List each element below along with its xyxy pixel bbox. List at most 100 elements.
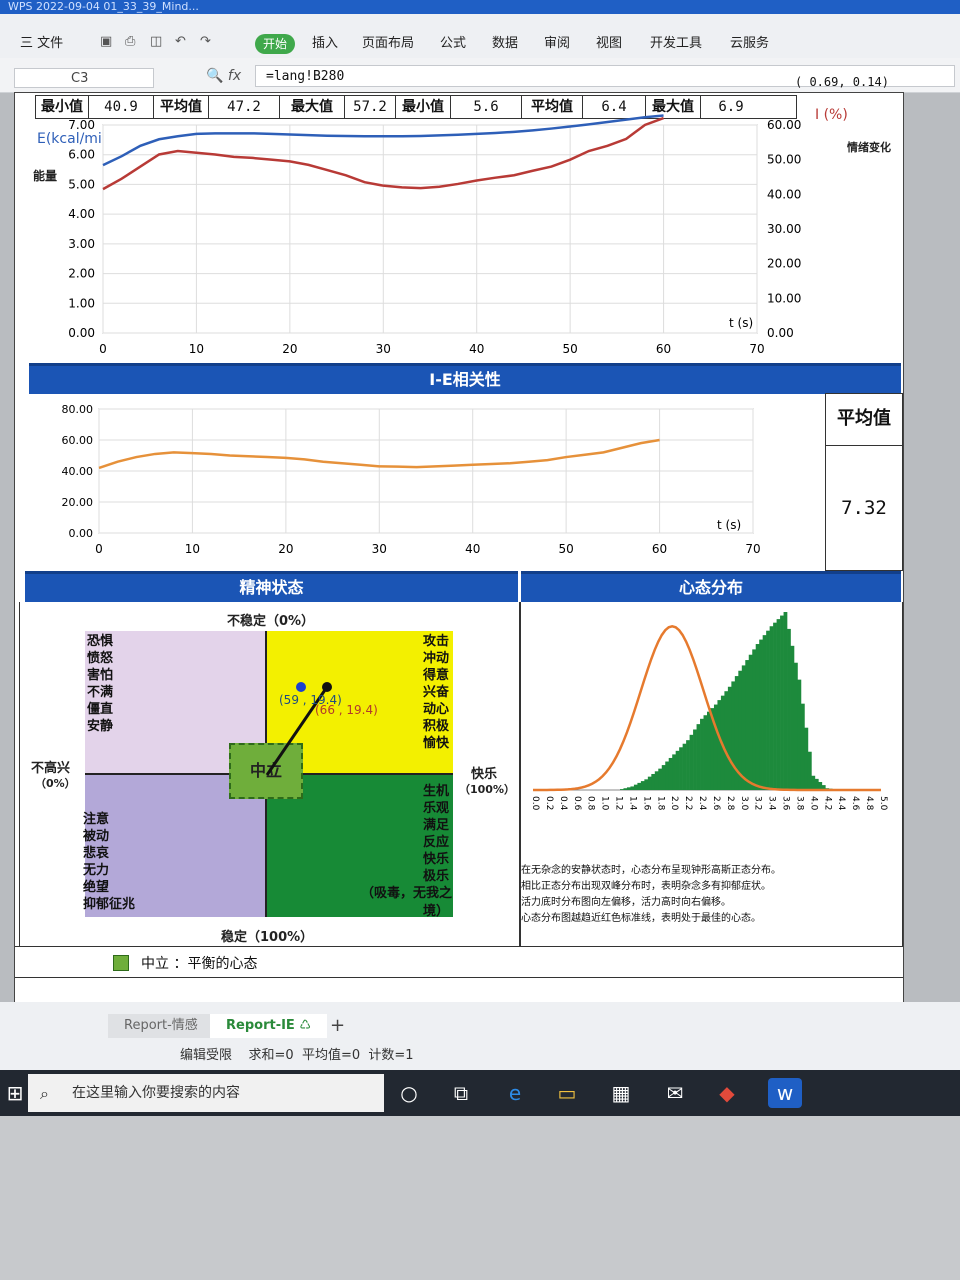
app-icon[interactable]: ◆ — [719, 1081, 735, 1105]
histogram-bar — [623, 788, 628, 790]
x-tick: 1.8 — [655, 796, 665, 811]
histogram-bar — [633, 784, 638, 790]
distribution-notes: 在无杂念的安静状态时，心态分布呈现钟形高斯正态分布。 相比正态分布出现双峰分布时… — [521, 863, 781, 927]
y-tick-left: 5.00 — [68, 177, 95, 191]
start-tab[interactable]: 开始 — [255, 34, 295, 54]
stat-value[interactable]: 40.9 — [89, 96, 154, 118]
desk-background — [0, 1116, 960, 1280]
formula-input[interactable]: =lang!B280 — [255, 65, 955, 87]
menu-insert[interactable]: 插入 — [312, 36, 339, 51]
menu-data[interactable]: 数据 — [492, 36, 519, 51]
histogram-bar — [693, 729, 697, 790]
windows-start-icon[interactable]: ⊞ — [6, 1081, 24, 1105]
histogram-bar — [658, 768, 663, 790]
preview-icon[interactable]: ◫ — [150, 34, 163, 49]
menu-cloud[interactable]: 云服务 — [730, 36, 770, 51]
name-box[interactable]: C3 — [14, 68, 154, 88]
emotion-word: 安静 — [87, 719, 114, 734]
x-tick: 1.6 — [641, 796, 651, 811]
mail-icon[interactable]: ✉ — [666, 1081, 684, 1105]
histogram-bar — [804, 727, 809, 790]
histogram-bar — [703, 715, 708, 790]
y-tick-right: 30.00 — [767, 222, 801, 236]
menu-developer[interactable]: 开发工具 — [650, 36, 703, 51]
emotion-word: 冲动 — [423, 651, 450, 666]
x-tick: 1.0 — [600, 796, 610, 811]
histogram-bar — [748, 654, 753, 790]
emotion-word: 不满 — [87, 685, 114, 700]
emotion-word: 得意 — [423, 668, 450, 683]
stat-value[interactable]: 5.6 — [451, 96, 522, 118]
tab-report-ie[interactable]: Report-IE ♺ — [210, 1014, 327, 1038]
stat-label: 最大值 — [646, 96, 701, 118]
menu-page-layout[interactable]: 页面布局 — [362, 36, 415, 51]
x-tick: 2.4 — [697, 796, 707, 811]
histogram-bar — [766, 630, 770, 790]
tab-report-emotion[interactable]: Report-情感 — [108, 1014, 214, 1038]
cortana-icon[interactable]: ○ — [400, 1081, 418, 1105]
emotion-word: 抑郁征兆 — [83, 897, 136, 912]
folder-icon[interactable]: ▭ — [557, 1081, 577, 1105]
add-sheet-button[interactable]: + — [330, 1015, 346, 1036]
menu-view[interactable]: 视图 — [596, 36, 623, 51]
y-tick: 20.00 — [62, 496, 94, 509]
edge-icon[interactable]: e — [508, 1081, 522, 1105]
y-tick: 60.00 — [62, 434, 94, 447]
stat-value[interactable]: 6.4 — [583, 96, 646, 118]
menu-formula[interactable]: 公式 — [440, 36, 467, 51]
y-tick: 0.00 — [69, 527, 94, 540]
ie-correlation-chart: 80.00 60.00 40.00 20.00 0.000 10 20 30 40 50 60 70 t… — [62, 403, 761, 556]
ie-section-header: I-E相关性 — [29, 363, 901, 394]
redo-icon[interactable]: ↷ — [200, 34, 211, 49]
undo-icon[interactable]: ↶ — [175, 34, 186, 49]
emotion-word: 愤怒 — [87, 651, 114, 666]
stat-value[interactable]: 47.2 — [209, 96, 280, 118]
stat-value[interactable]: 57.2 — [345, 96, 396, 118]
x-tick: 1.2 — [614, 796, 624, 810]
emotion-word: 注意 — [83, 812, 110, 827]
histogram-bar — [637, 782, 642, 790]
file-menu[interactable]: 三 文件 — [20, 36, 64, 51]
histogram-bar — [814, 778, 819, 790]
stat-label: 平均值 — [154, 96, 209, 118]
left-axis-sub: 能量 — [33, 169, 58, 183]
histogram-bar — [745, 660, 750, 790]
quadrant-bl-text: 注意 被动 悲哀 无力 绝望 抑郁征兆 — [83, 811, 135, 913]
x-tick: 1.4 — [627, 796, 637, 811]
stat-label: 最小值 — [396, 96, 451, 118]
x-tick: 4.2 — [822, 796, 832, 810]
x-tick: 0.8 — [586, 796, 596, 811]
x-tick: 70 — [749, 342, 764, 356]
state-vector-overlay — [265, 682, 332, 776]
stat-value[interactable]: 6.9 — [718, 99, 744, 115]
print-icon[interactable]: ⎙ — [125, 34, 136, 49]
emotion-word: 绝望 — [83, 880, 110, 895]
x-tick: 3.0 — [739, 796, 749, 811]
histogram-bar — [679, 747, 683, 790]
store-icon[interactable]: ▦ — [611, 1081, 631, 1105]
emotion-word: 悲哀 — [83, 846, 110, 861]
axis-right-pct: （100%） — [459, 783, 515, 796]
avg-label: 平均值 — [837, 408, 891, 429]
menu-review[interactable]: 审阅 — [544, 36, 571, 51]
coord-readout: ( 0.69, 0.14) — [795, 75, 889, 89]
state-vector-line — [265, 686, 329, 776]
wps-taskbar-icon[interactable]: w — [768, 1078, 802, 1108]
histogram-bar — [640, 781, 645, 790]
save-icon[interactable]: ▣ — [100, 34, 113, 49]
fx-icon[interactable]: 🔍 fx — [206, 68, 242, 84]
histogram-bar — [755, 644, 760, 790]
emotion-word: 恐惧 — [87, 634, 114, 649]
fx-label: fx — [227, 68, 242, 84]
series-line — [102, 114, 664, 167]
reference-curve — [532, 624, 881, 792]
y-tick-left: 2.00 — [68, 267, 95, 281]
series-line — [102, 116, 665, 191]
report-sheet: ( 0.69, 0.14) 最小值 40.9 平均值 47.2 最大值 57.2… — [14, 75, 904, 1004]
x-tick: 2.6 — [711, 796, 721, 811]
taskbar-search[interactable]: 在这里输入你要搜索的内容 — [28, 1074, 384, 1112]
x-tick: 30 — [376, 342, 391, 356]
task-view-icon[interactable]: ⧉ — [453, 1081, 469, 1105]
taskbar: ⊞ 在这里输入你要搜索的内容 ⌕ ○ ⧉ e ▭ ▦ ✉ ◆ w — [0, 1070, 960, 1116]
histogram-bar — [651, 773, 656, 790]
